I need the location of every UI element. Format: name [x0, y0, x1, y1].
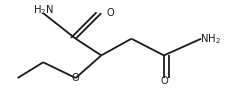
Text: O: O	[72, 73, 80, 83]
Text: O: O	[160, 76, 168, 86]
Text: $\mathregular{H_2N}$: $\mathregular{H_2N}$	[33, 3, 54, 17]
Text: $\mathregular{NH_2}$: $\mathregular{NH_2}$	[200, 32, 221, 46]
Text: O: O	[107, 8, 114, 18]
